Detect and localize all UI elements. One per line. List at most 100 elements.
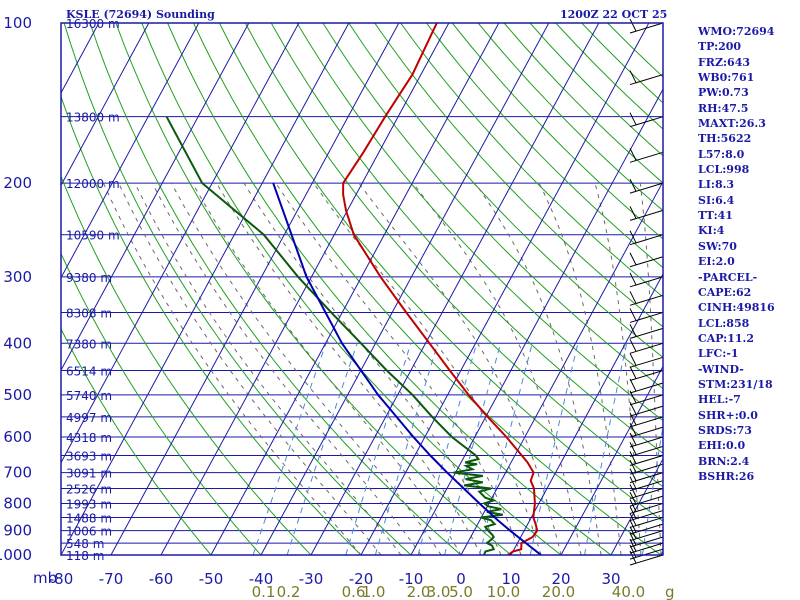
isotherm-line bbox=[61, 23, 300, 464]
dry-adiabat-line bbox=[141, 23, 562, 555]
isotherm-line bbox=[61, 23, 200, 279]
isotherm-line bbox=[460, 180, 663, 555]
wind-barb-flag bbox=[629, 422, 637, 436]
wind-barb-flag bbox=[629, 272, 637, 286]
pressure-tick-label: 500 bbox=[3, 386, 32, 404]
isotherm-line bbox=[410, 88, 663, 555]
moist-adiabat-line bbox=[102, 182, 362, 555]
wind-barb bbox=[629, 342, 664, 354]
isotherm-line bbox=[61, 23, 250, 372]
wind-barb-flag bbox=[629, 339, 637, 352]
pressure-tick-label: 100 bbox=[3, 14, 32, 32]
dry-adiabat-line bbox=[426, 23, 663, 269]
wind-barb-flag bbox=[629, 476, 637, 489]
wind-barb bbox=[629, 516, 664, 528]
isotherm-line bbox=[110, 23, 400, 555]
isotherm-line bbox=[260, 23, 550, 555]
index-item: HEL:-7 bbox=[698, 393, 741, 407]
temperature-tick-label: -80 bbox=[49, 570, 74, 588]
index-item: BRN:2.4 bbox=[698, 454, 750, 468]
isotherm-line bbox=[61, 23, 150, 187]
wind-barb-flag bbox=[629, 324, 637, 337]
mixing-ratio-label: 3.0 bbox=[427, 583, 451, 600]
mixing-ratio-line bbox=[479, 343, 533, 555]
wind-barb bbox=[629, 151, 664, 163]
height-label: 8308 m bbox=[66, 306, 112, 320]
moist-adiabat-line bbox=[358, 182, 562, 555]
moist-adiabat-line bbox=[639, 183, 662, 555]
wind-barb bbox=[629, 22, 664, 34]
wind-barb bbox=[629, 472, 664, 484]
stability-indices-list: WMO:72694 TP:200 FRZ:643 WB0:761 PW:0.73 RH:4… bbox=[698, 24, 775, 484]
dry-adiabat-line bbox=[374, 23, 663, 328]
dry-adiabat-line bbox=[61, 252, 262, 555]
moist-adiabat-line bbox=[243, 182, 502, 555]
wind-barb-flag bbox=[629, 206, 637, 219]
dry-adiabat-line bbox=[270, 23, 663, 454]
pressure-tick-label: 200 bbox=[3, 174, 32, 192]
dry-adiabat-line bbox=[244, 23, 663, 488]
moist-adiabat-line bbox=[538, 182, 622, 555]
isotherm-line bbox=[510, 272, 663, 555]
temperature-tick-label: 20 bbox=[551, 570, 570, 588]
index-item: EI:2.0 bbox=[698, 255, 735, 269]
index-item: -WIND- bbox=[698, 362, 744, 376]
wind-barb bbox=[629, 382, 664, 394]
dewpoint-profile-line bbox=[165, 116, 503, 555]
dry-adiabat-line bbox=[193, 23, 662, 555]
wind-barb bbox=[629, 327, 664, 339]
index-item: CINH:49816 bbox=[698, 301, 775, 315]
wind-barb bbox=[629, 394, 664, 406]
moist-adiabat-line bbox=[412, 182, 582, 555]
mixing-ratio-label: 2.0 bbox=[407, 583, 431, 600]
wind-barb bbox=[629, 530, 664, 542]
mixing-ratio-line bbox=[252, 343, 327, 555]
wind-barb-flag bbox=[629, 532, 637, 546]
pressure-tick-label: 400 bbox=[3, 334, 32, 352]
station-title: KSLE (72694) Sounding bbox=[66, 8, 215, 21]
mixing-ratio-line bbox=[374, 343, 439, 555]
index-item: WMO:72694 bbox=[698, 25, 775, 38]
isotherm-line bbox=[160, 23, 450, 555]
wind-barb bbox=[629, 256, 664, 268]
wind-barb bbox=[629, 74, 664, 86]
wind-barb-flag bbox=[629, 18, 637, 32]
wind-barb-flag bbox=[629, 308, 637, 321]
pressure-tick-label: 800 bbox=[3, 494, 32, 512]
isotherm-lines bbox=[61, 23, 663, 555]
mixing-ratio-label: 5.0 bbox=[449, 583, 473, 600]
mixing-ratio-line bbox=[641, 423, 663, 555]
wind-barb-flag bbox=[629, 442, 637, 455]
index-item: TH:5622 bbox=[698, 132, 752, 146]
index-item: KI:4 bbox=[698, 224, 725, 238]
wind-barb bbox=[629, 436, 664, 448]
pressure-tick-label: 300 bbox=[3, 268, 32, 286]
dry-adiabat-line bbox=[322, 23, 663, 390]
moist-adiabat-line bbox=[192, 182, 462, 555]
mixing-ratio-line bbox=[444, 343, 502, 555]
temperature-tick-label: -40 bbox=[249, 570, 274, 588]
moist-adiabat-line bbox=[118, 182, 382, 555]
height-label: 4318 m bbox=[66, 431, 112, 445]
height-label: 1993 m bbox=[66, 497, 112, 511]
temperature-tick-label: -30 bbox=[299, 570, 324, 588]
wind-barb-flag bbox=[629, 468, 637, 481]
moist-adiabat-line bbox=[151, 182, 422, 555]
wind-barb-flag bbox=[629, 432, 637, 446]
wind-barb bbox=[629, 480, 664, 492]
height-label: 10590 m bbox=[66, 229, 120, 243]
index-item: SHR+:0.0 bbox=[698, 408, 758, 422]
wind-barb-flag bbox=[629, 178, 637, 192]
parcel-path-line bbox=[272, 182, 542, 555]
wind-barb bbox=[629, 209, 664, 221]
dry-adiabat-line bbox=[61, 327, 212, 555]
height-label: 118 m bbox=[66, 549, 104, 563]
index-item: WB0:761 bbox=[698, 71, 755, 85]
isotherm-line bbox=[610, 457, 663, 555]
pressure-tick-label: 700 bbox=[3, 464, 32, 482]
wind-barb-flag bbox=[629, 538, 637, 552]
index-item: BSHR:26 bbox=[698, 469, 755, 483]
wind-barb bbox=[629, 542, 664, 554]
dry-adiabat-line bbox=[296, 23, 663, 422]
height-label: 3091 m bbox=[66, 467, 112, 481]
